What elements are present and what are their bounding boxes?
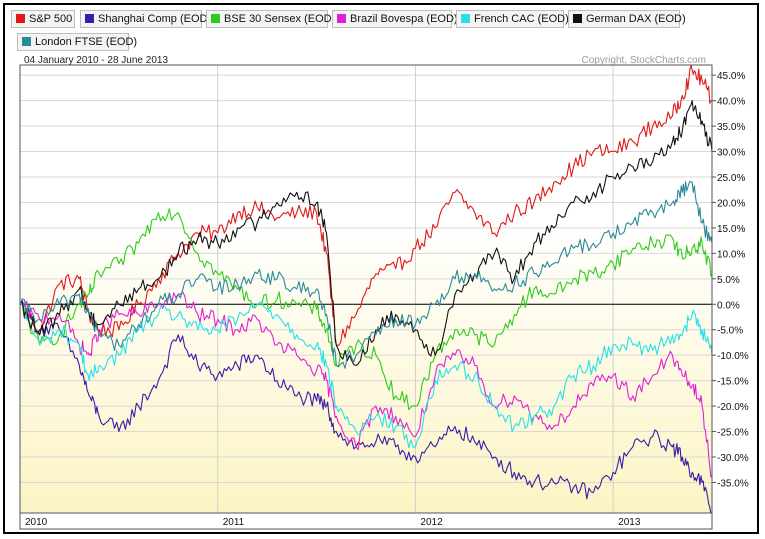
x-axis: 2010 2011 2012 2013 — [25, 517, 641, 528]
y-tick-label: -15.0% — [717, 377, 749, 388]
y-tick-label: 20.0% — [717, 198, 745, 209]
y-tick-label: -30.0% — [717, 453, 749, 464]
y-tick-label: 30.0% — [717, 148, 745, 159]
legend-swatch — [16, 14, 25, 23]
y-tick-label: 25.0% — [717, 173, 745, 184]
legend-label: BSE 30 Sensex (EOD) — [224, 13, 336, 25]
x-tick-label: 2013 — [618, 517, 641, 528]
legend-swatch — [211, 14, 220, 23]
legend-swatch — [85, 14, 94, 23]
legend-label: Shanghai Comp (EOD) — [98, 13, 212, 25]
legend-item-ftse[interactable]: London FTSE (EOD) — [17, 33, 137, 51]
y-tick-label: 45.0% — [717, 71, 745, 82]
legend-swatch — [461, 14, 470, 23]
x-tick-label: 2010 — [25, 517, 48, 528]
series-line — [19, 301, 713, 449]
legend-label: S&P 500 — [29, 13, 73, 25]
y-axis: 45.0% 40.0% 35.0% 30.0% 25.0% 20.0% 15.0% 10.0%… — [712, 71, 749, 489]
y-tick-label: -35.0% — [717, 478, 749, 489]
series-line — [19, 64, 713, 347]
legend-item-shanghai[interactable]: Shanghai Comp (EOD) — [80, 10, 211, 28]
legend-swatch — [22, 37, 31, 46]
y-tick-label: 35.0% — [717, 122, 745, 133]
series-line — [19, 208, 713, 411]
y-tick-label: 0.0% — [717, 300, 740, 311]
plot-background — [20, 65, 712, 513]
legend-label: London FTSE (EOD) — [35, 36, 138, 48]
legend-swatch — [337, 14, 346, 23]
legend-swatch — [573, 14, 582, 23]
date-range: 04 January 2010 - 28 June 2013 — [24, 55, 168, 66]
legend-label: French CAC (EOD) — [474, 13, 569, 25]
series-line — [19, 302, 713, 515]
series-line — [19, 180, 713, 369]
copyright: Copyright, StockCharts.com — [582, 55, 707, 66]
legend-item-cac[interactable]: French CAC (EOD) — [456, 10, 569, 28]
x-tick-label: 2011 — [223, 517, 245, 528]
x-axis-band — [19, 512, 713, 530]
legend-item-bovespa[interactable]: Brazil Bovespa (EOD) — [332, 10, 458, 28]
y-tick-label: -20.0% — [717, 402, 749, 413]
series-layer — [19, 64, 713, 515]
y-tick-label: 40.0% — [717, 97, 745, 108]
y-tick-label: -5.0% — [717, 326, 743, 337]
y-tick-label: -25.0% — [717, 428, 749, 439]
y-tick-label: 15.0% — [717, 224, 745, 235]
x-tick-label: 2012 — [420, 517, 443, 528]
legend-item-dax[interactable]: German DAX (EOD) — [568, 10, 686, 28]
legend-label: German DAX (EOD) — [586, 13, 686, 25]
legend-label: Brazil Bovespa (EOD) — [350, 13, 458, 25]
legend-item-sp500[interactable]: S&P 500 — [11, 10, 75, 28]
series-line — [19, 100, 713, 366]
y-tick-label: 10.0% — [717, 249, 745, 260]
y-tick-label: -10.0% — [717, 351, 749, 362]
y-tick-label: 5.0% — [717, 275, 740, 286]
legend-item-sensex[interactable]: BSE 30 Sensex (EOD) — [206, 10, 335, 28]
series-line — [19, 291, 713, 478]
